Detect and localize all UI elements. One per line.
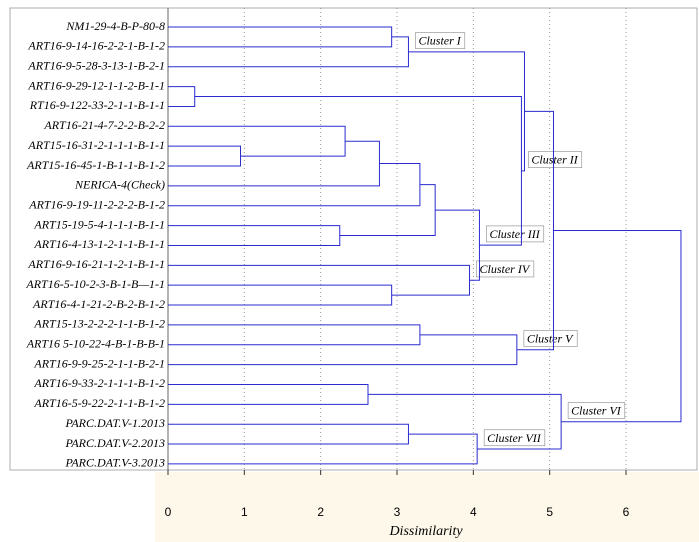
branch xyxy=(168,140,380,187)
cluster-label-box xyxy=(476,260,535,278)
leaf-label: ART16-5-9-22-2-1-1-B-1-2 xyxy=(33,396,165,410)
x-tick-label: 6 xyxy=(623,505,630,519)
branch xyxy=(168,86,196,107)
x-tick-label: 3 xyxy=(394,505,401,519)
cluster-label: Cluster IV xyxy=(480,262,531,276)
leaf-label: ART15-16-31-2-1-1-1-B-1-1 xyxy=(27,138,165,152)
cluster-label: Cluster VI xyxy=(571,403,622,417)
leaf-label: NM1-29-4-B-P-80-8 xyxy=(65,19,165,33)
branch xyxy=(553,230,682,423)
x-tick-label: 0 xyxy=(165,505,172,519)
branch xyxy=(168,334,518,366)
cluster-label-box xyxy=(415,32,466,49)
branch xyxy=(367,393,562,450)
cluster-label-box xyxy=(523,330,578,347)
leaf-label: ART16-21-4-7-2-2-B-2-2 xyxy=(43,118,165,132)
leaf-label: ART16-9-9-25-2-1-1-B-2-1 xyxy=(33,356,165,370)
leaf-label: ART15-16-45-1-B-1-1-B-1-2 xyxy=(26,158,165,172)
cluster-annotation: Cluster III xyxy=(486,225,545,243)
branch xyxy=(194,96,522,246)
branch xyxy=(168,26,393,48)
cluster-label: Cluster V xyxy=(527,331,574,345)
branch xyxy=(168,433,478,465)
leaf-label: PARC.DAT.V-3.2013 xyxy=(65,456,165,470)
branch xyxy=(168,284,393,306)
cluster-label: Cluster VII xyxy=(487,431,542,445)
leaf-label: PARC.DAT.V-1.2013 xyxy=(65,416,165,430)
x-tick-label: 5 xyxy=(546,505,553,519)
cluster-annotation: Cluster V xyxy=(523,330,578,347)
branch xyxy=(408,51,525,172)
leaf-label: PARC.DAT.V-2.2013 xyxy=(65,436,165,450)
leaf-label: ART16-4-13-1-2-1-1-B-1-1 xyxy=(33,237,165,251)
branch xyxy=(168,324,421,346)
cluster-annotation: Cluster VII xyxy=(483,429,546,447)
leaf-label: ART15-19-5-4-1-1-1-B-1-1 xyxy=(33,217,165,231)
cluster-label: Cluster III xyxy=(489,227,540,241)
cluster-annotation: Cluster VI xyxy=(567,402,626,419)
leaf-label: ART15-13-2-2-2-1-1-B-1-2 xyxy=(33,317,165,331)
cluster-label-box xyxy=(567,402,626,419)
x-tick-label: 2 xyxy=(317,505,324,519)
branch xyxy=(339,184,436,237)
leaf-label: ART16-9-29-12-1-1-2-B-1-1 xyxy=(27,78,165,92)
leaf-label: ART16-9-33-2-1-1-1-B-1-2 xyxy=(33,376,165,390)
branch xyxy=(435,209,480,281)
cluster-label-box xyxy=(483,429,546,447)
branch xyxy=(168,36,409,68)
cluster-label-box xyxy=(528,151,583,168)
branch xyxy=(168,264,471,296)
leaf-label: ART16 5-10-22-4-B-1-B-B-1 xyxy=(26,337,165,351)
leaf-label: NERICA-4(Check) xyxy=(74,178,165,192)
plot-frame xyxy=(9,7,698,471)
branch xyxy=(168,225,341,246)
branch xyxy=(168,383,369,405)
leaf-label: ART16-4-1-21-2-B-2-B-1-2 xyxy=(32,297,165,311)
cluster-label: Cluster II xyxy=(531,153,578,167)
axis-band xyxy=(155,472,699,542)
branch xyxy=(168,145,242,167)
cluster-label-box xyxy=(486,225,545,243)
leaf-label: ART16-9-16-21-1-2-1-B-1-1 xyxy=(27,257,165,271)
x-tick-label: 4 xyxy=(470,505,477,519)
leaf-label: ART16-9-19-11-2-2-2-B-1-2 xyxy=(28,197,165,211)
cluster-annotation: Cluster IV xyxy=(476,260,535,278)
x-axis-label: Dissimilarity xyxy=(388,524,463,539)
leaf-label: ART16-9-5-28-3-13-1-B-2-1 xyxy=(27,58,165,72)
leaf-label: ART16-5-10-2-3-B-1-B—1-1 xyxy=(25,277,165,291)
cluster-annotation: Cluster II xyxy=(528,151,583,168)
leaf-label: ART16-9-14-16-2-2-1-B-1-2 xyxy=(27,39,165,53)
branch xyxy=(168,423,409,445)
branch xyxy=(168,125,346,157)
x-tick-label: 1 xyxy=(241,505,248,519)
cluster-label: Cluster I xyxy=(418,34,461,48)
branch xyxy=(168,163,421,207)
cluster-annotation: Cluster I xyxy=(415,32,466,49)
leaf-label: RT16-9-122-33-2-1-1-B-1-1 xyxy=(29,98,165,112)
